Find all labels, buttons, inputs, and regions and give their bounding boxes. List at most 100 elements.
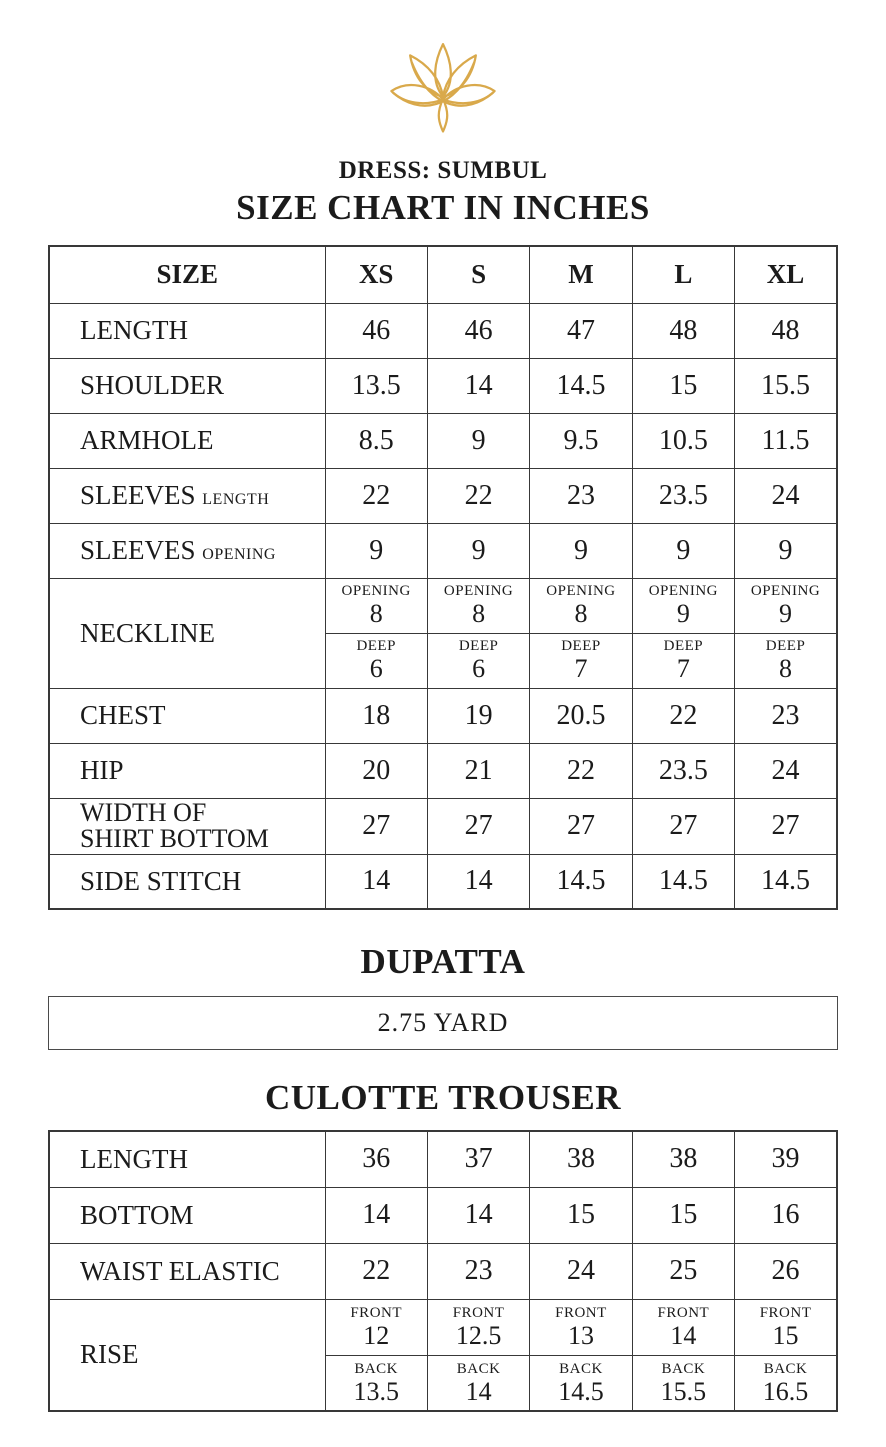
row-side-stitch: SIDE STITCH 14 14 14.5 14.5 14.5 <box>48 853 838 910</box>
cell-sublabel: OPENING <box>648 583 719 600</box>
row-label-suffix: OPENING <box>202 546 276 563</box>
table-cell: 22 <box>631 687 736 744</box>
table-cell: 27 <box>426 797 531 855</box>
row-label: ARMHOLE <box>48 412 326 469</box>
table-cell: 38 <box>631 1130 736 1188</box>
table-cell: FRONT 15 <box>734 1298 838 1356</box>
dupatta-value-box: 2.75 YARD <box>48 996 838 1051</box>
cell-value: 14 <box>465 1376 492 1406</box>
table-cell: BACK 14.5 <box>529 1354 633 1412</box>
cell-sublabel: FRONT <box>657 1304 710 1321</box>
table-cell: OPENING 9 <box>734 577 838 634</box>
table-cell: DEEP 7 <box>631 632 736 689</box>
table-cell: 26 <box>734 1242 838 1300</box>
dupatta-heading: DUPATTA <box>360 942 526 982</box>
table-cell: 23 <box>529 467 633 524</box>
column-header-xl: XL <box>734 245 838 304</box>
table-cell: 21 <box>426 742 531 799</box>
table-cell: 14 <box>426 853 531 910</box>
cell-sublabel: OPENING <box>750 583 821 600</box>
table-cell: 9 <box>631 522 736 579</box>
table-cell: DEEP 7 <box>529 632 633 689</box>
table-cell: 22 <box>529 742 633 799</box>
table-cell: 47 <box>529 302 633 359</box>
cell-value: 12 <box>363 1321 390 1350</box>
table-cell: OPENING 8 <box>324 577 428 634</box>
table-cell: 15 <box>631 357 736 414</box>
row-shoulder: SHOULDER 13.5 14 14.5 15 15.5 <box>48 357 838 414</box>
table-cell: 18 <box>324 687 428 744</box>
cell-value: 7 <box>676 654 690 684</box>
table-cell: 14.5 <box>529 853 633 910</box>
table-cell: OPENING 8 <box>529 577 633 634</box>
row-neckline-opening: NECKLINE OPENING 8 OPENING 8 OPENING 8 O… <box>48 577 838 689</box>
cell-sublabel: OPENING <box>443 583 514 600</box>
row-label: SLEEVES LENGTH <box>48 467 326 524</box>
table-cell: BACK 14 <box>426 1354 531 1412</box>
table-cell: 15 <box>529 1186 633 1244</box>
row-label: WIDTH OF SHIRT BOTTOM <box>48 797 326 855</box>
table-cell: FRONT 12.5 <box>426 1298 531 1356</box>
cell-value: 8 <box>574 599 588 629</box>
cell-value: 9 <box>676 599 690 629</box>
table-cell: 14 <box>324 1186 428 1244</box>
table-cell: 23.5 <box>631 742 736 799</box>
row-length: LENGTH 46 46 47 48 48 <box>48 302 838 359</box>
cell-sublabel: OPENING <box>341 583 411 600</box>
cell-value: 14 <box>670 1321 697 1350</box>
cell-value: 9 <box>779 599 793 629</box>
table-cell: 20 <box>324 742 428 799</box>
table-cell: 27 <box>631 797 736 855</box>
cell-value: 15 <box>772 1321 799 1350</box>
row-label: BOTTOM <box>48 1186 326 1244</box>
table-cell: 36 <box>324 1130 428 1188</box>
table-cell: 9 <box>426 412 531 469</box>
row-label: NECKLINE <box>48 577 326 689</box>
cell-sublabel: FRONT <box>759 1304 812 1321</box>
table-cell: 22 <box>324 1242 428 1300</box>
table-cell: BACK 13.5 <box>324 1354 428 1412</box>
cell-sublabel: BACK <box>763 1360 808 1377</box>
table-cell: 24 <box>734 742 838 799</box>
cell-sublabel: DEEP <box>765 638 806 655</box>
table-cell: 14 <box>324 853 428 910</box>
cell-value: 13.5 <box>353 1376 399 1406</box>
cell-sublabel: OPENING <box>546 583 616 600</box>
table-cell: 23.5 <box>631 467 736 524</box>
row-armhole: ARMHOLE 8.5 9 9.5 10.5 11.5 <box>48 412 838 469</box>
row-label: LENGTH <box>48 302 326 359</box>
row-sleeves-length: SLEEVES LENGTH 22 22 23 23.5 24 <box>48 467 838 524</box>
cell-value: 16.5 <box>762 1376 809 1406</box>
row-label: RISE <box>48 1298 326 1412</box>
lotus-icon <box>390 43 496 133</box>
row-neckline-deep: DEEP 6 DEEP 6 DEEP 7 DEEP 7 DEEP 8 <box>49 632 838 689</box>
table-cell: DEEP 8 <box>734 632 838 689</box>
table-cell: BACK 16.5 <box>734 1354 838 1412</box>
cell-sublabel: BACK <box>456 1360 501 1377</box>
cell-value: 8 <box>369 599 383 629</box>
table-cell: 27 <box>324 797 428 855</box>
cell-sublabel: BACK <box>559 1360 603 1377</box>
cell-value: 6 <box>472 654 486 684</box>
table-cell: 37 <box>426 1130 531 1188</box>
cell-sublabel: BACK <box>661 1360 706 1377</box>
row-label-main: SLEEVES <box>80 535 196 565</box>
table-cell: 11.5 <box>734 412 838 469</box>
row-label: HIP <box>48 742 326 799</box>
cell-value: 13 <box>567 1321 594 1350</box>
table-cell: DEEP 6 <box>426 632 531 689</box>
culotte-trouser-table: LENGTH 36 37 38 38 39 BOTTOM 14 14 15 15… <box>48 1130 838 1413</box>
row-label: SLEEVES OPENING <box>48 522 326 579</box>
table-cell: 46 <box>426 302 531 359</box>
table-cell: 14.5 <box>529 357 633 414</box>
table-cell: 38 <box>529 1130 633 1188</box>
table-cell: 9 <box>324 522 428 579</box>
brand-header <box>0 0 886 149</box>
row-label: LENGTH <box>48 1130 326 1188</box>
row-chest: CHEST 18 19 20.5 22 23 <box>48 687 838 744</box>
culotte-trouser-heading: CULOTTE TROUSER <box>265 1078 621 1118</box>
table-cell: FRONT 13 <box>529 1298 633 1356</box>
table-cell: 24 <box>734 467 838 524</box>
row-rise-back: BACK 13.5 BACK 14 BACK 14.5 BACK 15.5 BA… <box>49 1354 838 1412</box>
table-cell: OPENING 9 <box>631 577 736 634</box>
